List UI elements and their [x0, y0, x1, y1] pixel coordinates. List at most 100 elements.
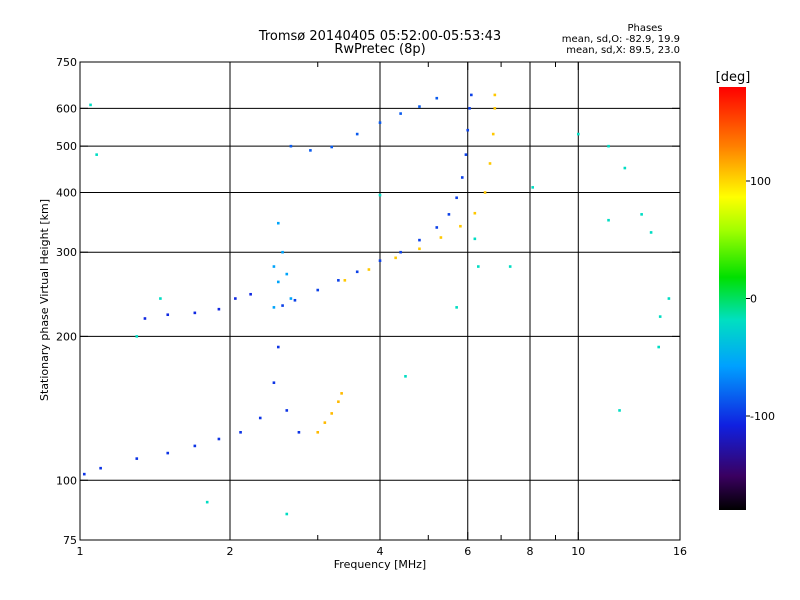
x-tick-label: 16	[673, 545, 687, 558]
data-point	[330, 145, 334, 149]
data-point	[95, 153, 98, 156]
data-layer	[82, 93, 671, 516]
data-point	[272, 306, 276, 309]
data-point	[649, 231, 653, 234]
stats-o-mode: mean, sd,O: -82.9, 19.9	[562, 34, 680, 45]
data-point	[667, 297, 671, 300]
colorbar	[719, 87, 746, 510]
data-point	[205, 500, 209, 504]
data-point	[576, 132, 580, 136]
data-point	[258, 416, 262, 420]
grid-layer	[80, 62, 680, 540]
data-point	[281, 304, 284, 307]
data-point	[355, 132, 359, 136]
y-tick-label: 75	[63, 534, 77, 547]
data-point	[394, 256, 397, 260]
data-point	[657, 345, 660, 349]
data-point	[337, 279, 340, 282]
chart-subtitle: RwPretec (8p)	[334, 42, 425, 57]
data-point	[343, 279, 347, 282]
data-point	[217, 307, 221, 311]
data-point	[135, 457, 139, 460]
data-point	[466, 128, 470, 132]
data-point	[404, 375, 407, 378]
y-tick-label: 500	[56, 140, 77, 153]
data-point	[239, 431, 242, 434]
data-point	[323, 421, 327, 424]
data-point	[607, 218, 610, 222]
data-point	[330, 412, 334, 415]
data-point	[297, 431, 301, 434]
data-point	[135, 335, 139, 338]
x-tick-layer: 1 2 4 6 8 10 16	[77, 62, 687, 558]
data-point	[435, 96, 439, 100]
data-point	[477, 265, 480, 268]
data-point	[316, 431, 320, 434]
x-tick-label: 10	[571, 545, 585, 558]
data-point	[276, 221, 280, 225]
data-point	[378, 193, 382, 197]
data-point	[470, 93, 473, 97]
y-tick-label: 300	[56, 246, 77, 259]
data-point	[143, 317, 147, 320]
stats-heading: Phases	[627, 23, 662, 34]
data-point	[455, 196, 458, 200]
data-point	[455, 306, 458, 309]
data-point	[618, 409, 621, 412]
data-point	[276, 280, 280, 284]
x-tick-label: 2	[227, 545, 234, 558]
x-tick-label: 4	[377, 545, 384, 558]
x-tick-label: 1	[77, 545, 84, 558]
data-point	[276, 345, 280, 349]
data-point	[217, 437, 221, 441]
data-point	[491, 132, 495, 136]
data-point	[289, 297, 293, 300]
data-point	[418, 105, 421, 108]
colorbar-tick-label: -100	[750, 410, 775, 423]
data-point	[607, 144, 610, 148]
data-point	[234, 297, 237, 300]
y-tick-label: 100	[56, 474, 77, 487]
data-point	[658, 315, 662, 318]
colorbar-tick-layer: 100 0 -100	[746, 175, 775, 423]
data-point	[435, 226, 439, 229]
data-point	[473, 237, 477, 241]
data-point	[159, 297, 162, 300]
data-point	[285, 409, 289, 412]
data-point	[166, 451, 170, 455]
data-point	[640, 213, 643, 216]
data-point	[249, 292, 252, 296]
data-point	[378, 259, 382, 262]
chart-title: Tromsø 20140405 05:52:00-05:53:43	[258, 29, 501, 44]
data-point	[355, 270, 359, 274]
data-point	[289, 144, 293, 148]
data-point	[473, 211, 477, 215]
data-point	[464, 153, 468, 156]
data-point	[285, 272, 289, 276]
data-point	[89, 103, 92, 107]
data-point	[272, 265, 276, 268]
data-point	[285, 512, 289, 516]
data-point	[418, 247, 421, 251]
data-point	[459, 224, 462, 228]
data-point	[418, 238, 421, 242]
data-point	[399, 112, 402, 115]
data-point	[483, 191, 487, 194]
data-point	[378, 121, 382, 124]
colorbar-label: [deg]	[716, 70, 751, 85]
data-point	[367, 268, 371, 271]
y-tick-label: 200	[56, 330, 77, 343]
colorbar-tick-label: 0	[750, 293, 757, 306]
y-tick-label: 750	[56, 56, 77, 69]
y-tick-layer: 75 100 200 300 400 500 600 750	[56, 56, 680, 547]
y-axis-label: Stationary phase Virtual Height [km]	[38, 199, 51, 401]
data-point	[272, 381, 276, 385]
x-tick-label: 8	[527, 545, 534, 558]
y-tick-label: 400	[56, 186, 77, 199]
data-point	[531, 186, 534, 189]
data-point	[293, 298, 297, 302]
data-point	[623, 166, 627, 170]
data-point	[82, 472, 86, 476]
data-point	[281, 250, 284, 254]
